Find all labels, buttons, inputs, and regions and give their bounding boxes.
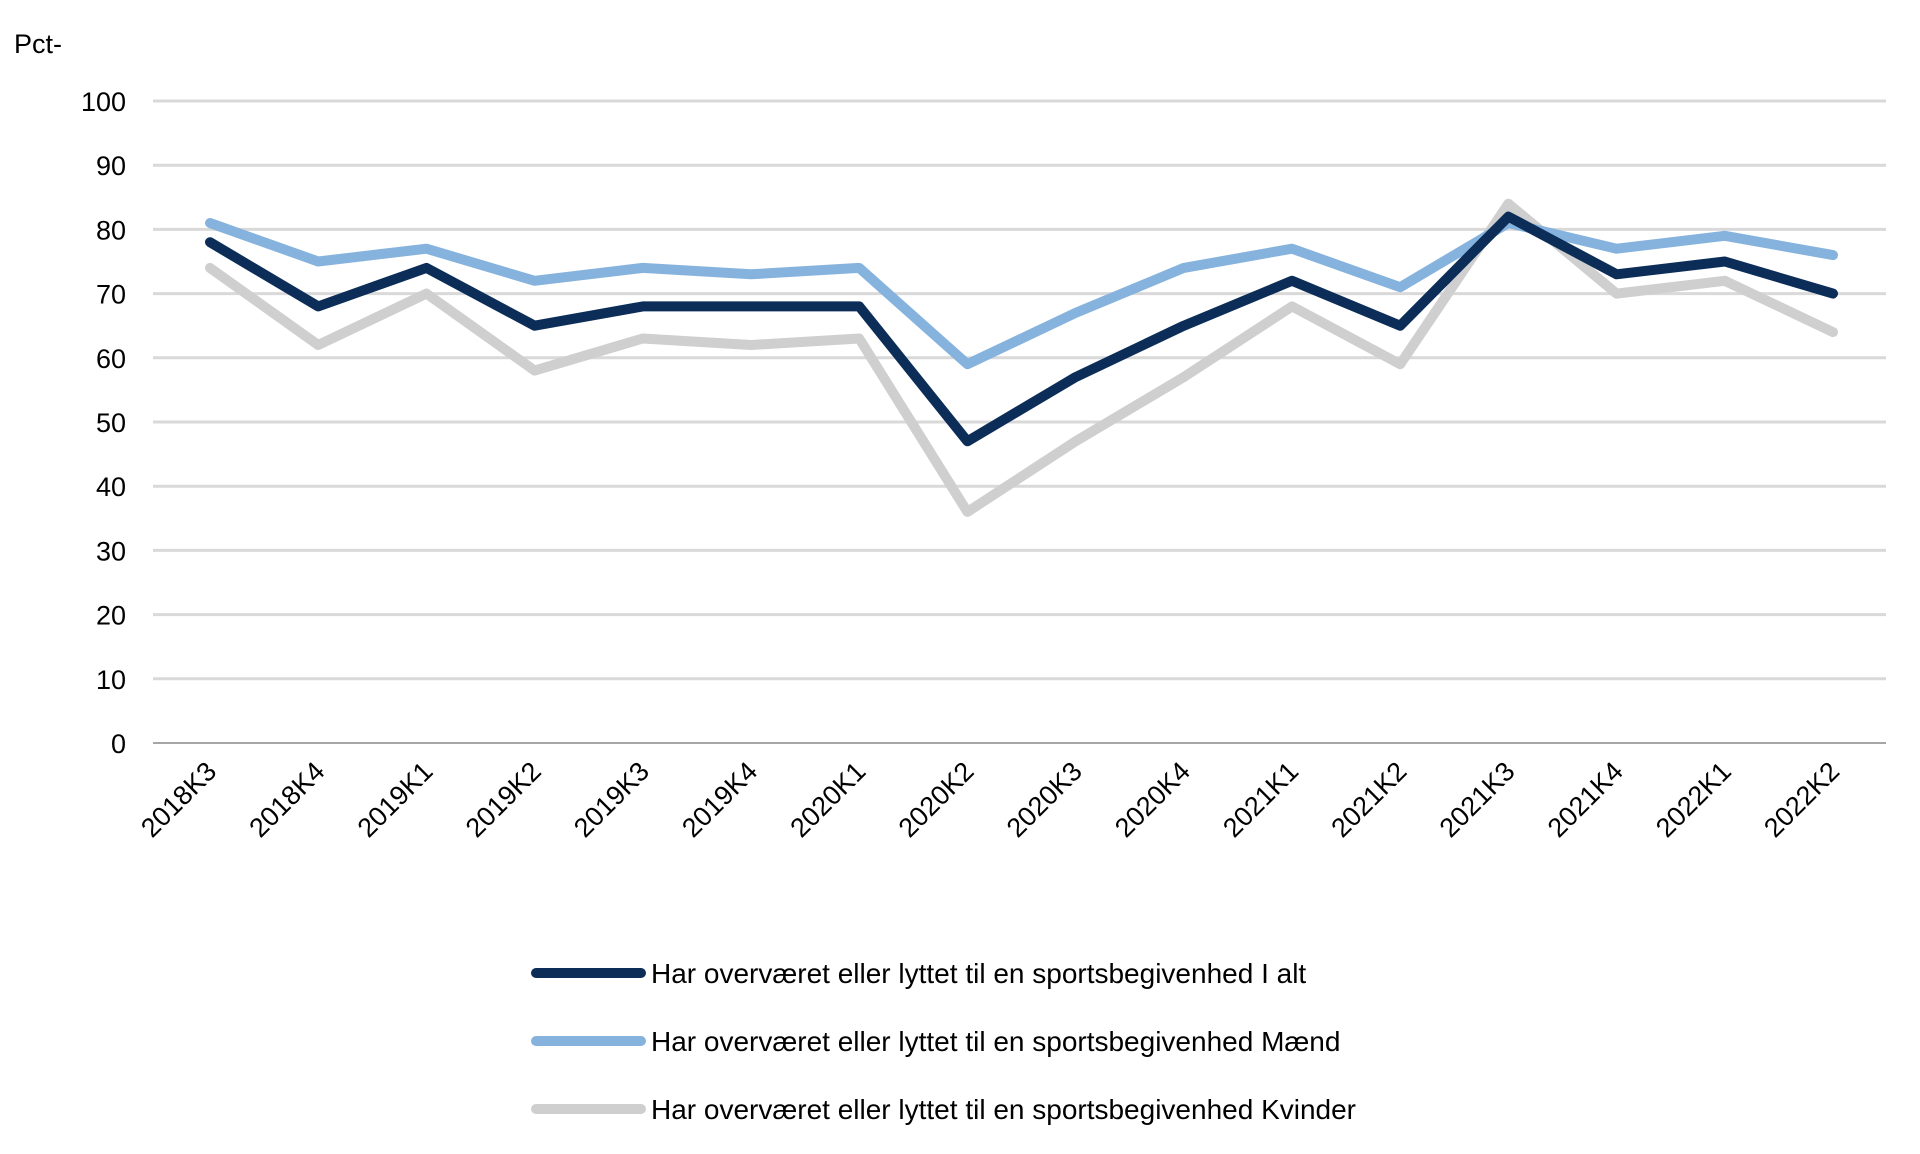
y-tick-label: 20 (96, 601, 126, 631)
y-tick-label: 10 (96, 665, 126, 695)
y-tick-label: 60 (96, 344, 126, 374)
x-axis-tick-labels: 2018K3 2018K4 2019K1 2019K2 2019K3 2019K4 2020… (135, 756, 1845, 843)
x-tick-label: 2020K2 (893, 756, 980, 843)
x-tick-label: 2022K1 (1650, 756, 1737, 843)
y-tick-label: 100 (81, 87, 126, 117)
x-tick-label: 2018K3 (135, 756, 222, 843)
x-tick-label: 2020K4 (1109, 756, 1196, 843)
y-tick-label: 70 (96, 280, 126, 310)
x-tick-label: 2022K2 (1758, 756, 1845, 843)
y-axis-unit-label: Pct- (14, 29, 62, 59)
y-tick-label: 40 (96, 472, 126, 502)
legend-label-2: Har overværet eller lyttet til en sports… (651, 1094, 1356, 1125)
x-tick-label: 2020K3 (1001, 756, 1088, 843)
x-tick-label: 2018K4 (243, 756, 330, 843)
y-tick-label: 30 (96, 536, 126, 566)
gridlines (153, 99, 1886, 681)
y-tick-label: 90 (96, 151, 126, 181)
x-tick-label: 2019K2 (460, 756, 547, 843)
legend-label-0: Har overværet eller lyttet til en sports… (651, 958, 1306, 989)
series-line-0 (205, 211, 1838, 447)
y-tick-label: 50 (96, 408, 126, 438)
y-tick-label: 0 (111, 729, 126, 759)
x-tick-label: 2019K4 (676, 756, 763, 843)
x-tick-label: 2021K1 (1217, 756, 1304, 843)
x-tick-label: 2021K3 (1434, 756, 1521, 843)
x-tick-label: 2019K1 (352, 756, 439, 843)
series-line-1 (205, 218, 1838, 370)
y-axis-tick-labels: 0 10 20 30 40 50 60 70 80 90 100 (81, 87, 126, 759)
x-tick-label: 2021K4 (1542, 756, 1629, 843)
y-tick-label: 80 (96, 215, 126, 245)
legend: Har overværet eller lyttet til en sports… (531, 958, 1356, 1125)
legend-label-1: Har overværet eller lyttet til en sports… (651, 1026, 1340, 1057)
series-lines (205, 198, 1838, 517)
x-tick-label: 2020K1 (784, 756, 871, 843)
x-tick-label: 2021K2 (1325, 756, 1412, 843)
x-tick-label: 2019K3 (568, 756, 655, 843)
